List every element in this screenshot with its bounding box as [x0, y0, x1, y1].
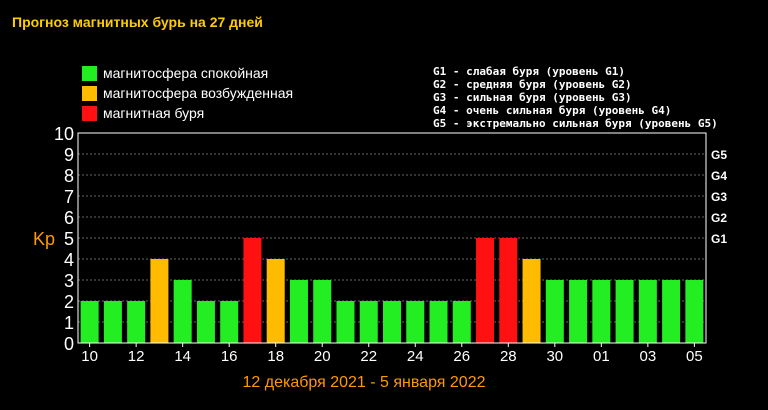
legend-item-storm: магнитная буря [82, 105, 204, 121]
bar [452, 301, 471, 343]
bar [150, 259, 169, 343]
x-tick-label: 01 [593, 348, 610, 365]
y-tick-label: 10 [54, 124, 74, 144]
bar [359, 301, 378, 343]
g-level-desc-g1: G1 - слабая буря (уровень G1) [433, 65, 626, 78]
g-level-desc-g5: G5 - экстремально сильная буря (уровень … [433, 117, 718, 130]
bar [313, 280, 332, 343]
x-axis-label: 12 декабря 2021 - 5 января 2022 [242, 374, 485, 391]
bar [80, 301, 99, 343]
g-level-desc-g3: G3 - сильная буря (уровень G3) [433, 91, 632, 104]
y-tick-label: 5 [64, 229, 74, 249]
bar [196, 301, 215, 343]
x-tick-label: 03 [640, 348, 657, 365]
y-tick-label: 9 [64, 145, 74, 165]
g-level-desc-g2: G2 - средняя буря (уровень G2) [433, 78, 632, 91]
legend-swatch-quiet [82, 65, 97, 81]
legend-item-quiet: магнитосфера спокойная [82, 65, 268, 81]
bar [383, 301, 401, 343]
y-tick-label: 6 [64, 208, 74, 228]
y-tick-label: 7 [64, 187, 74, 207]
bar [545, 280, 564, 343]
x-tick-label: 24 [407, 348, 424, 365]
bar [615, 280, 634, 343]
bar [127, 301, 146, 343]
legend-label-storm: магнитная буря [103, 105, 205, 121]
x-tick-label: 20 [314, 348, 331, 365]
bar [522, 259, 541, 343]
y-tick-label: 1 [64, 313, 74, 333]
g-level-axis-label: G1 [711, 232, 727, 246]
bar [243, 238, 262, 343]
legend-swatch-active [82, 85, 97, 101]
x-tick-label: 28 [500, 348, 517, 365]
x-tick-label: 12 [128, 348, 145, 365]
bars-group [80, 238, 704, 343]
y-tick-label: 0 [64, 334, 74, 354]
page-title: Прогноз магнитных бурь на 27 дней [12, 14, 263, 30]
x-tick-label: 16 [221, 348, 238, 365]
bar [638, 280, 657, 343]
bar [569, 280, 588, 343]
legend-label-quiet: магнитосфера спокойная [103, 65, 269, 81]
grid-lines [78, 153, 706, 323]
x-tick-label: 26 [453, 348, 470, 365]
y-tick-label: 2 [64, 292, 74, 312]
g-level-axis-label: G2 [711, 211, 727, 225]
x-tick-label: 14 [174, 348, 191, 365]
x-tick-label: 30 [546, 348, 563, 365]
y-axis-label: Kp [33, 229, 55, 249]
bar [289, 280, 308, 343]
bar [429, 301, 448, 343]
x-tick-label: 10 [81, 348, 98, 365]
g-level-axis-label: G4 [711, 169, 727, 183]
y-tick-label: 3 [64, 271, 74, 291]
bar [220, 301, 239, 343]
x-tick-label: 22 [360, 348, 377, 365]
bar [173, 280, 192, 343]
plot-frame [77, 132, 707, 344]
bar [103, 301, 122, 343]
y-tick-label: 8 [64, 166, 74, 186]
g-level-axis-label: G5 [711, 148, 727, 162]
bar [266, 259, 285, 343]
bar [499, 238, 518, 343]
x-tick-label: 18 [267, 348, 284, 365]
y-tick-label: 4 [64, 250, 74, 270]
bar [336, 301, 355, 343]
x-tick-label: 05 [686, 348, 703, 365]
g-level-axis-label: G3 [711, 190, 727, 204]
bar [476, 238, 495, 343]
bar [592, 280, 611, 343]
legend-swatch-storm [82, 105, 97, 121]
bar [406, 301, 425, 343]
legend-label-active: магнитосфера возбужденная [103, 85, 294, 101]
legend-item-active: магнитосфера возбужденная [82, 85, 293, 101]
bar [685, 280, 704, 343]
g-level-desc-g4: G4 - очень сильная буря (уровень G4) [433, 104, 672, 117]
bar [662, 280, 681, 343]
